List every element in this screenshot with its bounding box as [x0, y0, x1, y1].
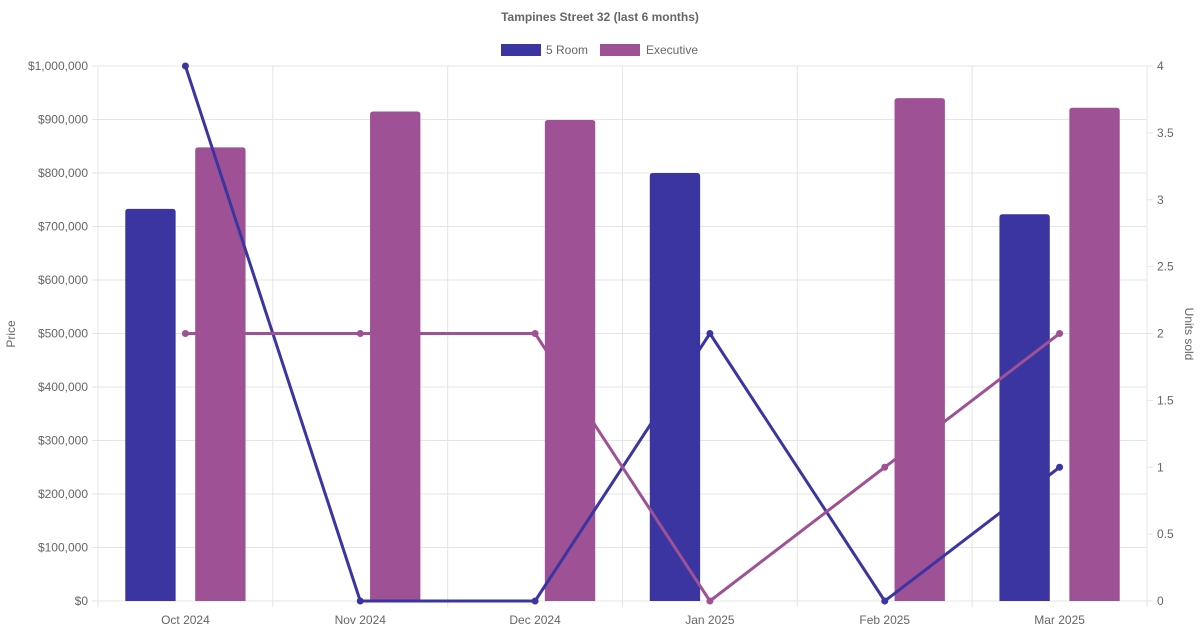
point-5-room-units[interactable] [356, 597, 364, 605]
y-tick-label: $0 [75, 594, 89, 608]
bar-executive[interactable] [195, 147, 246, 601]
y-tick-label: $1,000,000 [28, 59, 88, 73]
x-tick-label: Dec 2024 [509, 613, 561, 627]
x-tick-label: Jan 2025 [685, 613, 735, 627]
y-tick-label: $900,000 [38, 113, 88, 127]
point-executive-units[interactable] [881, 463, 889, 471]
bar-executive[interactable] [1069, 107, 1120, 601]
legend-item-executive[interactable]: Executive [600, 43, 698, 57]
axes: $0 $100,000 $200,000 $300,000 $400,000 $500,0… [28, 59, 1174, 627]
y2-tick-label: 4 [1157, 59, 1164, 73]
y-tick-label: $100,000 [38, 541, 88, 555]
x-tick-label: Nov 2024 [335, 613, 387, 627]
y2-tick-label: 3.5 [1157, 126, 1174, 140]
legend: 5 Room Executive [501, 43, 698, 57]
bar-executive[interactable] [894, 98, 945, 601]
legend-swatch-5-room [501, 44, 541, 56]
gridlines [92, 65, 1148, 607]
point-5-room-units[interactable] [1056, 463, 1064, 471]
y2-tick-label: 1 [1157, 460, 1164, 474]
y2-tick-label: 1.5 [1157, 393, 1174, 407]
y2-tick-label: 2.5 [1157, 260, 1174, 274]
point-executive-units[interactable] [181, 330, 189, 337]
legend-label-executive: Executive [646, 43, 698, 57]
point-executive-units[interactable] [356, 330, 364, 337]
point-executive-units[interactable] [531, 330, 539, 337]
y-tick-label: $700,000 [38, 220, 88, 234]
y-tick-label: $400,000 [38, 380, 88, 394]
chart-title: Tampines Street 32 (last 6 months) [501, 10, 699, 24]
bar-5-room[interactable] [125, 208, 176, 601]
y-tick-label: $500,000 [38, 327, 88, 341]
y-tick-label: $300,000 [38, 434, 88, 448]
y2-tick-label: 3 [1157, 193, 1164, 207]
x-tick-label: Mar 2025 [1034, 613, 1085, 627]
y-axis-title: Price [4, 320, 18, 348]
y2-tick-label: 2 [1157, 327, 1164, 341]
point-5-room-units[interactable] [531, 597, 539, 605]
bar-executive[interactable] [370, 111, 421, 601]
y-tick-label: $600,000 [38, 273, 88, 287]
bar-5-room[interactable] [999, 214, 1050, 601]
y-tick-label: $200,000 [38, 487, 88, 501]
point-5-room-units[interactable] [706, 330, 714, 337]
x-tick-label: Feb 2025 [859, 613, 910, 627]
x-tick-label: Oct 2024 [161, 613, 210, 627]
point-5-room-units[interactable] [181, 62, 189, 70]
lines [181, 62, 1064, 605]
point-executive-units[interactable] [1056, 330, 1064, 337]
y-tick-label: $800,000 [38, 166, 88, 180]
legend-item-5-room[interactable]: 5 Room [501, 43, 588, 57]
y2-axis-title: Units sold [1182, 308, 1196, 361]
bar-executive[interactable] [544, 120, 596, 601]
point-executive-units[interactable] [706, 597, 714, 605]
line-executive-units [185, 332, 1061, 603]
point-5-room-units[interactable] [881, 597, 889, 605]
bars [125, 98, 1120, 601]
legend-label-5-room: 5 Room [546, 43, 588, 57]
y2-tick-label: 0.5 [1157, 527, 1174, 541]
y2-tick-label: 0 [1157, 594, 1164, 608]
legend-swatch-executive [600, 44, 640, 56]
